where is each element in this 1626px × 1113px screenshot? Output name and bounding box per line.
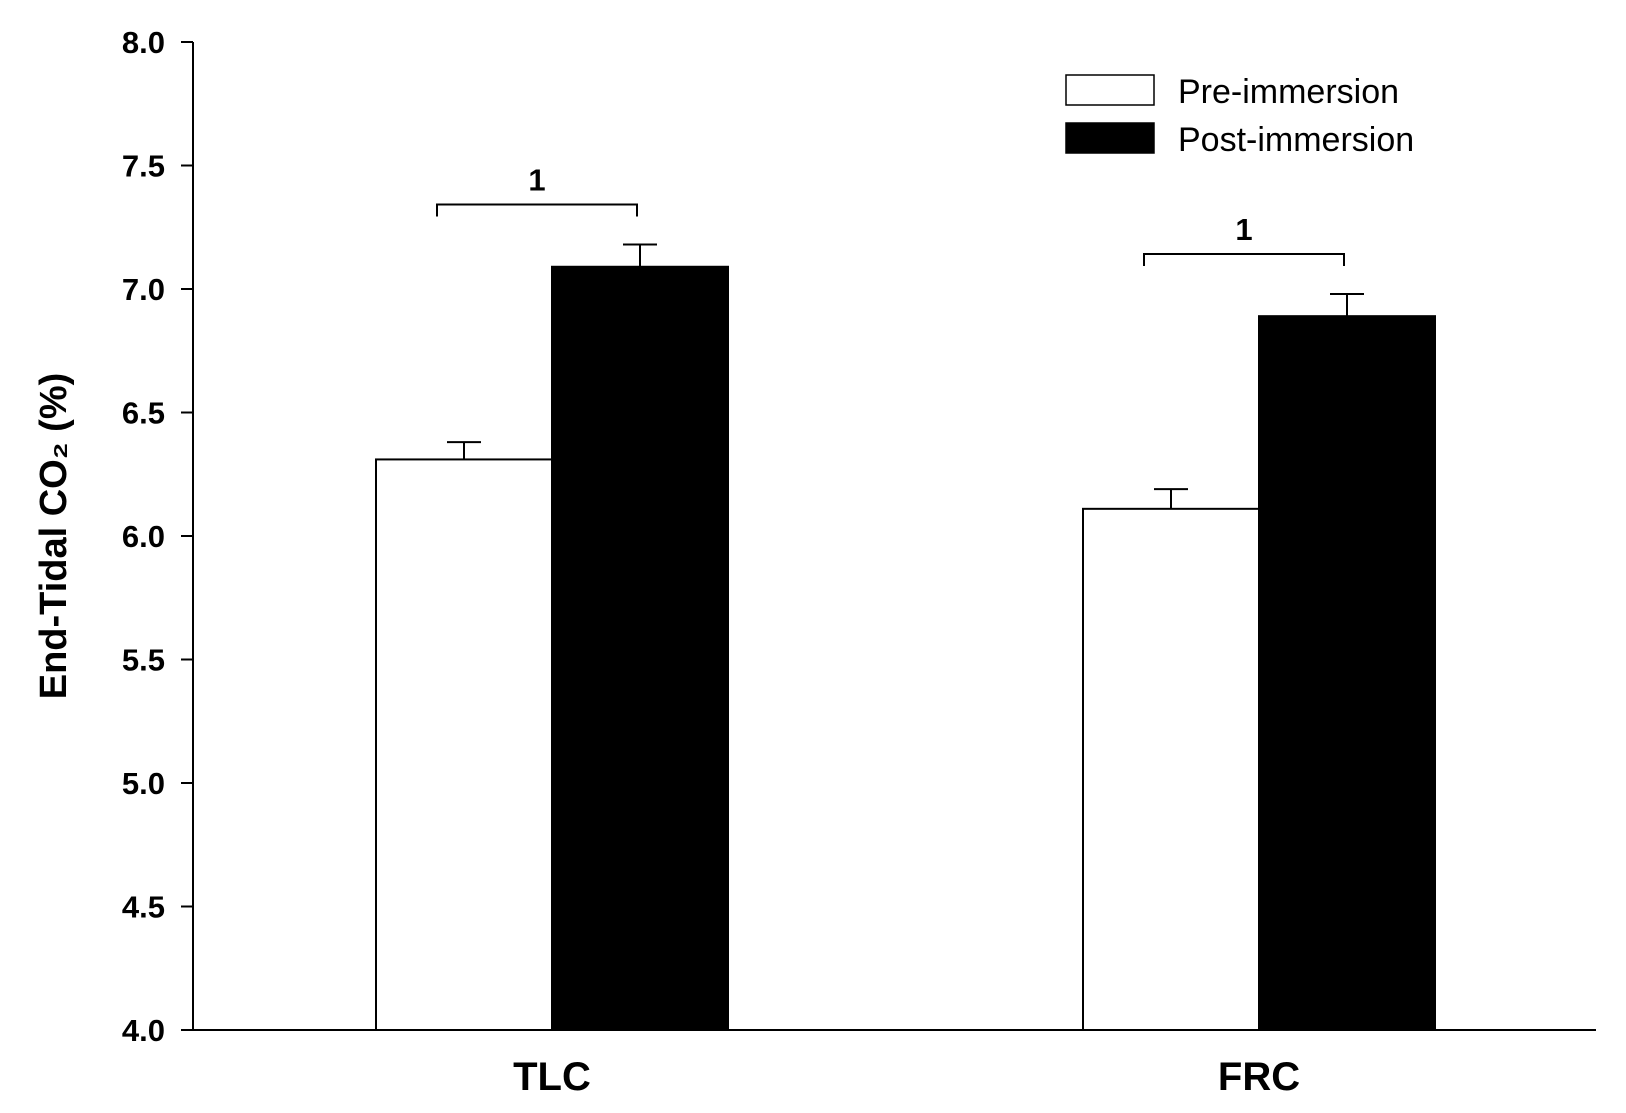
y-tick-label: 4.5 bbox=[122, 890, 165, 925]
bars bbox=[375, 265, 1436, 1032]
significance-label: 1 bbox=[1235, 212, 1252, 247]
significance-bracket bbox=[436, 203, 638, 217]
y-axis: 4.0 4.5 5.0 5.5 6.0 6.5 7.0 7.5 8.0 bbox=[122, 25, 194, 1048]
y-tick-label: 5.0 bbox=[122, 766, 165, 801]
bar-frc-pre bbox=[1082, 507, 1260, 1031]
y-tick-label: 8.0 bbox=[122, 25, 165, 60]
bar-tlc-pre bbox=[375, 458, 553, 1031]
y-tick-label: 4.0 bbox=[122, 1013, 165, 1048]
bar-frc-post bbox=[1258, 315, 1436, 1032]
x-category-label: TLC bbox=[513, 1055, 591, 1099]
y-tick-label: 6.5 bbox=[122, 396, 165, 431]
y-tick-label: 5.5 bbox=[122, 643, 165, 678]
error-bars bbox=[447, 243, 1364, 509]
y-axis-title: End-Tidal CO₂ (%) bbox=[33, 373, 75, 700]
significance-label: 1 bbox=[528, 163, 545, 198]
bar-tlc-post bbox=[551, 265, 729, 1031]
y-ticks: 4.0 4.5 5.0 5.5 6.0 6.5 7.0 7.5 8.0 bbox=[122, 25, 193, 1048]
y-tick-label: 7.5 bbox=[122, 149, 165, 184]
significance-brackets: 11 bbox=[436, 163, 1345, 266]
y-tick-label: 7.0 bbox=[122, 272, 165, 307]
significance-bracket bbox=[1143, 252, 1345, 266]
legend-swatch-pre bbox=[1065, 74, 1155, 106]
x-category-label: FRC bbox=[1218, 1055, 1300, 1099]
legend-swatch-post bbox=[1065, 122, 1155, 154]
legend-label-pre: Pre-immersion bbox=[1178, 73, 1399, 111]
legend-label-post: Post-immersion bbox=[1178, 121, 1414, 159]
x-labels: TLC FRC bbox=[513, 1055, 1300, 1099]
y-tick-label: 6.0 bbox=[122, 519, 165, 554]
x-axis: TLC FRC bbox=[193, 1029, 1596, 1099]
legend: Pre-immersion Post-immersion bbox=[1065, 73, 1414, 159]
